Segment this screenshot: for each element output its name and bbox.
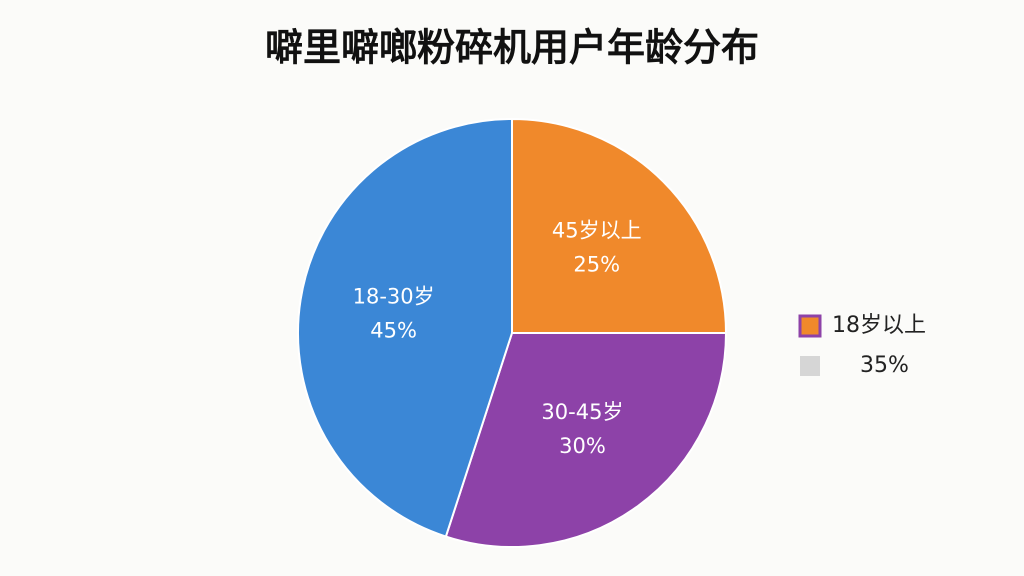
slice-value: 30% [559, 434, 606, 458]
chart-title: 噼里噼啷粉碎机用户年龄分布 [265, 26, 759, 70]
slice-value: 25% [573, 252, 620, 276]
slice-label: 18-30岁 [353, 284, 435, 308]
slice-label: 30-45岁 [541, 400, 623, 424]
legend-swatch [800, 356, 820, 376]
legend-label: 18岁以上 [832, 313, 926, 338]
slice-value: 45% [370, 318, 417, 342]
legend-swatch [798, 314, 822, 338]
pie-slice [511, 117, 728, 334]
legend-label: 35% [860, 353, 909, 378]
pie-slice [297, 117, 513, 538]
slice-label: 45岁以上 [552, 218, 642, 242]
pie-slice [444, 332, 728, 548]
